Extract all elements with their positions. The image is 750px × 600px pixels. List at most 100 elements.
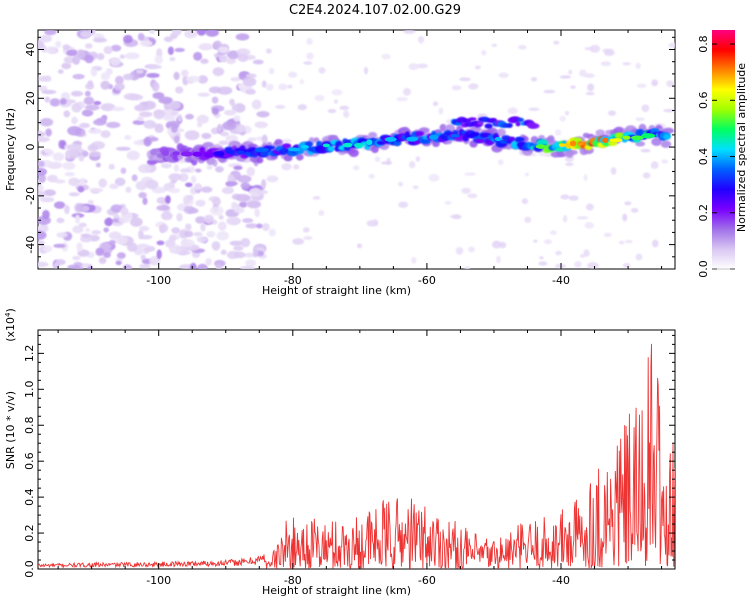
noise-blob (87, 199, 94, 205)
noise-blob (223, 109, 237, 116)
ridge-halo-cell (651, 137, 662, 146)
noise-blob (173, 164, 180, 172)
noise-blob (56, 232, 68, 238)
noise-blob (235, 33, 250, 41)
noise-blob (574, 260, 582, 268)
noise-blob (43, 149, 51, 154)
noise-blob (184, 223, 192, 231)
noise-blob (133, 140, 147, 146)
noise-blob (54, 40, 62, 48)
ridge-core (254, 147, 269, 153)
noise-blob (42, 209, 50, 220)
noise-blob (63, 110, 71, 118)
noise-blob (306, 52, 314, 60)
noise-blob (81, 109, 94, 117)
snr-x-axis-label: Height of straight line (km) (262, 584, 411, 597)
snr-series-line (38, 343, 675, 569)
noise-blob (85, 227, 91, 233)
noise-blob (110, 204, 123, 213)
noise-blob (159, 223, 169, 233)
noise-blob (193, 183, 202, 191)
noise-blob (110, 44, 122, 52)
y-tick-label: -20 (24, 187, 37, 205)
noise-blob (53, 243, 66, 248)
noise-blob (221, 186, 234, 194)
noise-blob (134, 104, 148, 112)
ridge-core (322, 143, 330, 148)
noise-blob (555, 250, 562, 256)
noise-blob (408, 161, 416, 169)
noise-blob (108, 231, 122, 240)
noise-blob (303, 61, 313, 65)
noise-blob (217, 46, 229, 54)
ridge-core (450, 133, 460, 138)
noise-blob (265, 83, 274, 91)
noise-blob (524, 172, 530, 177)
noise-blob (254, 208, 260, 218)
ridge-cell (515, 137, 525, 142)
noise-blob (129, 217, 143, 227)
noise-blob (126, 150, 140, 161)
noise-blob (236, 125, 246, 133)
noise-blob (261, 134, 268, 145)
noise-blob (568, 195, 579, 201)
noise-blob (142, 197, 148, 206)
ridge-core (161, 150, 169, 156)
noise-blob (52, 152, 65, 161)
ridge-core (428, 134, 439, 140)
noise-blob (72, 73, 85, 80)
colorbar-ramp (712, 30, 735, 269)
noise-blob (108, 239, 117, 245)
noise-blob (114, 75, 124, 85)
noise-blob (256, 110, 270, 118)
noise-blob (158, 96, 173, 104)
noise-blob (44, 30, 57, 36)
noise-blob (143, 136, 152, 147)
noise-blob (156, 196, 167, 204)
noise-blob (459, 77, 471, 82)
ridge-halo-cell (439, 123, 447, 132)
noise-blob (80, 233, 92, 238)
noise-blob (87, 144, 98, 152)
ridge-cell (260, 151, 270, 157)
noise-blob (168, 187, 181, 194)
noise-blob (76, 242, 83, 252)
noise-blob (140, 254, 146, 261)
noise-blob (209, 205, 224, 216)
noise-blob (565, 162, 574, 166)
noise-blob (186, 75, 201, 83)
noise-blob (170, 124, 178, 133)
noise-blob (312, 196, 321, 200)
noise-blob (57, 69, 64, 74)
noise-blob (229, 240, 244, 246)
noise-blob (635, 62, 641, 70)
noise-blob (197, 263, 208, 269)
noise-blob (62, 44, 71, 51)
noise-blob (39, 196, 55, 203)
ridge-halo-cell (283, 154, 293, 162)
ridge-core (213, 151, 225, 157)
noise-blob (247, 137, 257, 142)
noise-blob (252, 247, 259, 258)
snr-y-axis-label: SNR (10 * v/v) (4, 391, 17, 469)
noise-blob (171, 227, 181, 234)
noise-blob (200, 186, 213, 193)
noise-blob (84, 90, 91, 97)
noise-blob (243, 252, 257, 258)
noise-blob (282, 138, 292, 143)
noise-blob (246, 200, 262, 209)
colorbar-tick-label: 0.4 (697, 148, 710, 166)
colorbar-label: Normalized spectral amplitude (735, 63, 748, 232)
noise-blob (206, 164, 213, 170)
noise-blob (496, 255, 501, 264)
branch-cell (484, 123, 493, 129)
noise-blob (275, 104, 286, 110)
branch-cell (468, 117, 477, 121)
noise-blob (124, 52, 140, 60)
branch-cell (507, 122, 513, 128)
noise-blob (497, 159, 504, 166)
ridge-halo-cell (256, 157, 264, 164)
noise-blob (666, 80, 675, 88)
noise-blob (530, 76, 538, 82)
noise-blob (185, 182, 193, 188)
